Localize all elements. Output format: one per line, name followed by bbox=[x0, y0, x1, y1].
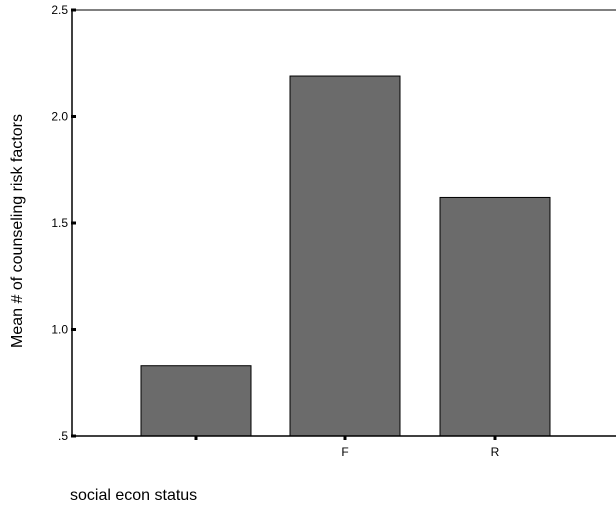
x-tick-label: F bbox=[341, 445, 348, 459]
y-tick-label: 2.5 bbox=[51, 3, 68, 17]
y-tick-label: 1.0 bbox=[51, 323, 68, 337]
y-tick-label: 1.5 bbox=[51, 216, 68, 230]
bar-F bbox=[289, 75, 401, 437]
y-ticks-group: .5 1.0 1.5 2.0 2.5 bbox=[51, 3, 76, 443]
bars-group bbox=[140, 75, 551, 437]
bar-R bbox=[439, 196, 551, 437]
y-axis-title: Mean # of counseling risk factors bbox=[9, 114, 26, 348]
y-tick-label: 2.0 bbox=[51, 110, 68, 124]
x-axis-title: social econ status bbox=[70, 487, 197, 504]
y-tick-label: .5 bbox=[58, 429, 68, 443]
x-tick-label: R bbox=[491, 445, 500, 459]
bar-blank bbox=[140, 365, 252, 437]
